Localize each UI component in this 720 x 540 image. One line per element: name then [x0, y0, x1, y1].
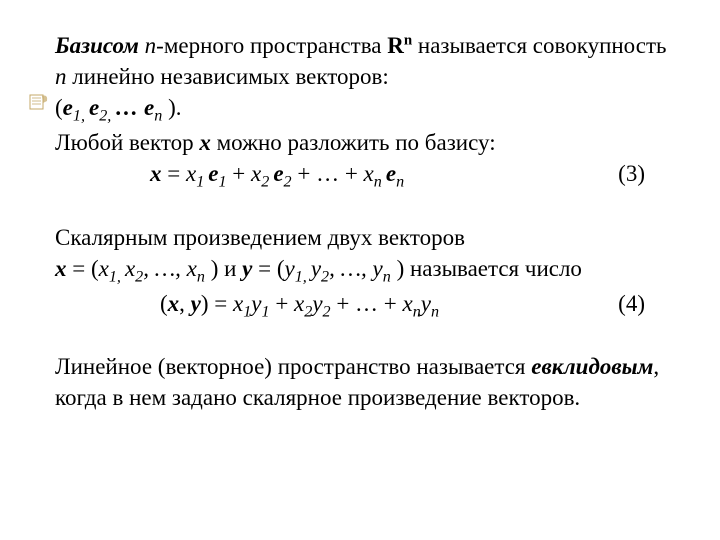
dots: + … + — [331, 291, 403, 316]
text: Скалярным произведением двух векторов — [55, 225, 465, 250]
var-x: x — [251, 161, 261, 186]
dots: , …, — [143, 256, 186, 281]
sub: 1 — [196, 174, 208, 191]
vec-x: x — [168, 291, 180, 316]
sub: n — [197, 268, 205, 285]
var-x: x — [187, 256, 197, 281]
dots: , …, — [329, 256, 372, 281]
var-x: x — [125, 256, 135, 281]
vec-e: e — [273, 161, 283, 186]
euclidean-space-definition: Линейное (векторное) пространство называ… — [55, 351, 675, 413]
eq: = — [162, 161, 186, 186]
basis-vectors-line: (e1, e2, … en ). — [55, 92, 675, 127]
decomposition-statement: Любой вектор x можно разложить по базису… — [55, 127, 675, 158]
text: = ( — [252, 256, 284, 281]
text: = ( — [67, 256, 99, 281]
text: ). — [162, 95, 181, 120]
symbol-R-exp: n — [404, 32, 412, 48]
formula-4: (x, y) = x1y1 + x2y2 + … + xnyn (4) — [55, 288, 675, 323]
vec-x: x — [199, 130, 211, 155]
symbol-R: R — [387, 33, 404, 58]
vec-e: e — [208, 161, 218, 186]
sub: n — [383, 268, 391, 285]
vec-e: e — [144, 95, 154, 120]
vec-e: e — [89, 95, 99, 120]
sub: 1, — [73, 108, 89, 125]
dots: … — [115, 95, 144, 120]
plus: + — [270, 291, 294, 316]
scalar-product-vectors: x = (x1, x2, …, xn ) и y = (y1, y2, …, y… — [55, 253, 675, 288]
vec-y: y — [242, 256, 252, 281]
sub: n — [374, 174, 386, 191]
var-x: x — [186, 161, 196, 186]
sub: 1 — [219, 174, 227, 191]
var-y: y — [251, 291, 261, 316]
sub: n — [396, 174, 404, 191]
var-x: x — [233, 291, 243, 316]
var-x: x — [294, 291, 304, 316]
var-n: n — [55, 64, 67, 89]
text: линейно независимых векторов: — [67, 64, 389, 89]
vec-x: x — [55, 256, 67, 281]
var-y: y — [285, 256, 295, 281]
sub: 2 — [321, 268, 329, 285]
term-basis: Базисом — [55, 33, 145, 58]
spacer — [55, 323, 675, 351]
var-x: x — [403, 291, 413, 316]
var-y: y — [421, 291, 431, 316]
var-n: n — [145, 33, 157, 58]
var-y: y — [312, 291, 322, 316]
spacer — [55, 194, 675, 222]
vec-y: y — [191, 291, 201, 316]
text: называется совокупность — [412, 33, 666, 58]
text: -мерного пространства — [156, 33, 387, 58]
text: ) = — [201, 291, 233, 316]
var-y: y — [373, 256, 383, 281]
sub: 1, — [295, 268, 311, 285]
text: ) называется число — [391, 256, 582, 281]
sub: 2 — [323, 304, 331, 321]
text: ) и — [205, 256, 242, 281]
sub: 2 — [261, 174, 273, 191]
text: Любой вектор — [55, 130, 199, 155]
sub: 2 — [284, 174, 292, 191]
var-x: x — [99, 256, 109, 281]
scalar-product-statement: Скалярным произведением двух векторов — [55, 222, 675, 253]
plus: + — [227, 161, 251, 186]
text: ( — [55, 95, 63, 120]
sub: 1, — [109, 268, 125, 285]
formula-3: x = x1 e1 + x2 e2 + … + xn en (3) — [55, 158, 675, 193]
text: Линейное (векторное) пространство называ… — [55, 354, 531, 379]
formula-number-4: (4) — [618, 288, 645, 319]
vec-e: e — [386, 161, 396, 186]
var-y: y — [311, 256, 321, 281]
text: можно разложить по базису: — [211, 130, 496, 155]
document-bullet-icon — [28, 93, 50, 111]
text: ( — [160, 291, 168, 316]
sub: 2, — [99, 108, 115, 125]
sub: 1 — [262, 304, 270, 321]
var-x: x — [364, 161, 374, 186]
sub: n — [413, 304, 421, 321]
term-euclidean: евклидовым — [531, 354, 653, 379]
vec-x: x — [150, 161, 162, 186]
formula-number-3: (3) — [618, 158, 645, 189]
text: , — [179, 291, 191, 316]
dots: + … + — [292, 161, 364, 186]
slide-content: Базисом n-мерного пространства Rn называ… — [55, 30, 675, 414]
sub: n — [431, 304, 439, 321]
sub: 2 — [135, 268, 143, 285]
vec-e: e — [63, 95, 73, 120]
paragraph-basis-definition: Базисом n-мерного пространства Rn называ… — [55, 30, 675, 92]
